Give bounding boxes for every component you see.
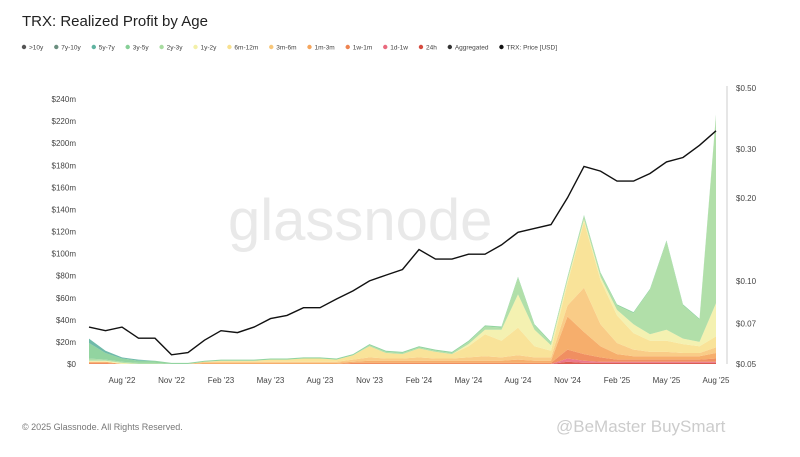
y-tick-label: $140m (52, 205, 77, 214)
x-tick-label: Feb '23 (208, 376, 235, 385)
x-tick-label: Nov '22 (158, 376, 185, 385)
area (89, 358, 716, 364)
legend-label: 5y-7y (99, 45, 116, 52)
x-tick-label: Feb '25 (604, 376, 631, 385)
y2-tick-label: $0.30 (736, 145, 757, 154)
legend-dot (227, 44, 232, 50)
legend-label: 1w-1m (353, 45, 373, 52)
chart-title: TRX: Realized Profit by Age (22, 13, 208, 30)
legend-label: 6m-12m (234, 45, 258, 52)
y2-tick-label: $0.50 (736, 84, 757, 93)
legend-dot (159, 44, 164, 50)
x-tick-label: Aug '23 (307, 376, 334, 385)
x-tick-label: Feb '24 (406, 376, 433, 385)
y2-tick-label: $0.20 (736, 194, 757, 203)
footer: © 2025 Glassnode. All Rights Reserved. (22, 422, 183, 432)
legend-dot (499, 44, 504, 50)
y-tick-label: $180m (52, 161, 77, 170)
legend-label: >10y (29, 45, 44, 52)
y2-tick-label: $0.10 (736, 277, 757, 286)
area (89, 361, 716, 364)
y-tick-label: $200m (52, 139, 77, 148)
legend-dot (269, 44, 274, 50)
legend-dot (345, 44, 350, 50)
y-tick-label: $40m (56, 316, 76, 325)
legend-label: 1m-3m (315, 45, 335, 52)
legend-dot (307, 44, 312, 50)
y-tick-label: $100m (52, 250, 77, 259)
legend-label: 1y-2y (201, 45, 218, 52)
x-tick-label: Aug '22 (109, 376, 136, 385)
legend-label: TRX: Price [USD] (506, 45, 557, 52)
y-tick-label: $20m (56, 338, 76, 347)
legend-label: 7y-10y (61, 45, 81, 52)
credit: @BeMaster BuySmart (556, 417, 726, 436)
area (89, 349, 716, 364)
y2-tick-label: $0.05 (736, 360, 757, 369)
legend-dot (193, 44, 198, 50)
y-tick-label: $80m (56, 272, 76, 281)
legend-label: 3y-5y (133, 45, 150, 52)
legend-label: 3m-6m (276, 45, 296, 52)
y-tick-label: $60m (56, 294, 76, 303)
y-tick-label: $160m (52, 183, 77, 192)
x-tick-label: Aug '24 (505, 376, 532, 385)
legend-dot (91, 44, 96, 50)
legend-label: Aggregated (455, 45, 489, 52)
area (89, 316, 716, 364)
legend-label: 24h (426, 45, 437, 52)
y-tick-label: $0 (67, 360, 76, 369)
x-tick-label: May '23 (257, 376, 285, 385)
legend-dot (54, 44, 59, 50)
price-line (88, 130, 717, 356)
y-tick-label: $120m (52, 228, 77, 237)
area (89, 115, 716, 364)
x-tick-label: Nov '23 (356, 376, 383, 385)
y-tick-label: $240m (52, 95, 77, 104)
area (89, 221, 716, 364)
y2-tick-label: $0.07 (736, 320, 757, 329)
legend-dot (447, 44, 453, 50)
y-tick-label: $220m (52, 117, 77, 126)
legend-dot (21, 44, 27, 50)
legend-label: 1d-1w (390, 45, 408, 52)
legend-dot (125, 44, 130, 50)
x-tick-label: Nov '24 (554, 376, 581, 385)
x-tick-label: May '24 (455, 376, 483, 385)
legend-dot (383, 44, 388, 50)
legend-label: 2y-3y (167, 45, 184, 52)
watermark: glassnode (228, 188, 492, 253)
x-tick-label: Aug '25 (703, 376, 730, 385)
area (89, 287, 716, 364)
legend-dot (418, 44, 424, 50)
x-tick-label: May '25 (653, 376, 681, 385)
